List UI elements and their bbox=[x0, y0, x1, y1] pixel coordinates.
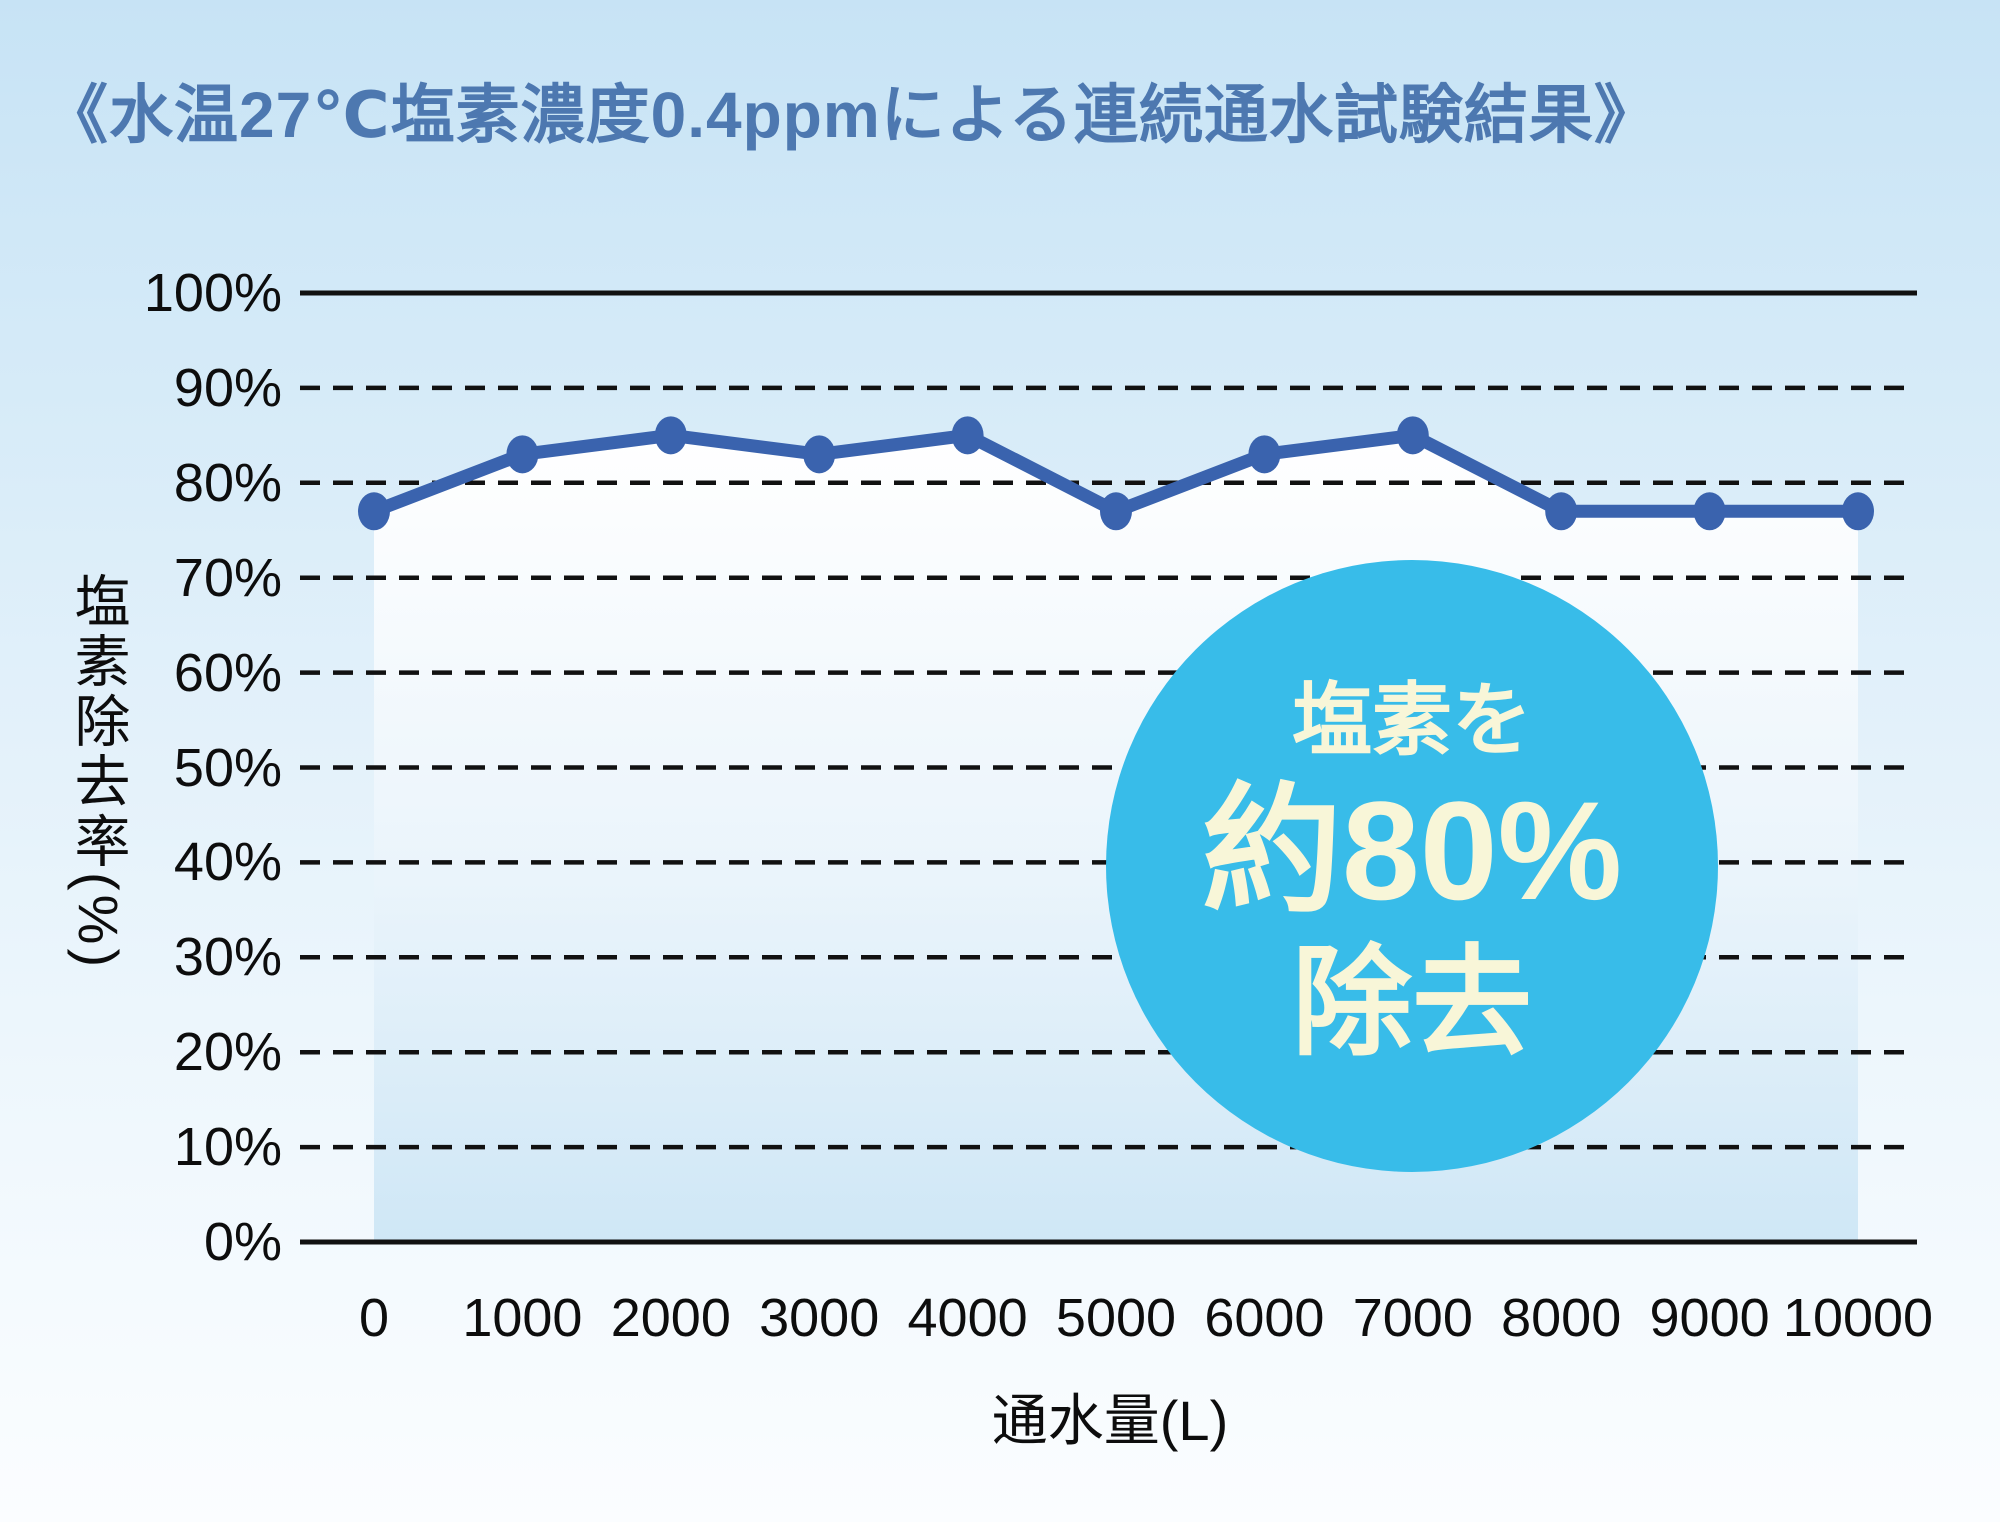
data-point bbox=[1693, 492, 1726, 531]
x-tick-label: 4000 bbox=[907, 1288, 1028, 1348]
y-tick-label: 50% bbox=[173, 737, 282, 798]
x-tick-label: 1000 bbox=[462, 1288, 583, 1348]
x-tick-label: 8000 bbox=[1501, 1288, 1622, 1348]
y-tick-label: 20% bbox=[173, 1022, 282, 1083]
x-tick-label: 7000 bbox=[1352, 1288, 1473, 1348]
x-tick-label: 3000 bbox=[759, 1288, 880, 1348]
x-tick-label: 0 bbox=[358, 1288, 390, 1348]
data-point bbox=[1545, 492, 1578, 531]
data-point bbox=[506, 435, 539, 474]
y-tick-label: 40% bbox=[173, 832, 282, 893]
x-axis-label: 通水量(L) bbox=[991, 1389, 1229, 1452]
badge-annotation: 塩素を 約80% 除去 bbox=[1201, 676, 1623, 1070]
data-point bbox=[951, 416, 984, 455]
y-tick-label: 90% bbox=[173, 357, 282, 418]
data-point bbox=[1100, 492, 1132, 531]
y-axis-label: 塩素除去率(%) bbox=[67, 572, 130, 972]
chart-title: 《水温27℃塩素濃度0.4ppmによる連続通水試験結果》 bbox=[44, 79, 1659, 151]
y-tick-label: 30% bbox=[173, 927, 282, 988]
x-tick-label: 10000 bbox=[1782, 1288, 1934, 1348]
y-tick-label: 0% bbox=[203, 1212, 282, 1272]
data-point bbox=[803, 435, 836, 474]
x-tick-label: 5000 bbox=[1055, 1288, 1177, 1348]
y-tick-label: 60% bbox=[173, 642, 282, 703]
data-point bbox=[1248, 435, 1281, 474]
x-tick-label: 9000 bbox=[1649, 1288, 1770, 1348]
y-tick-label: 80% bbox=[173, 452, 282, 513]
badge-line-2: 約80% bbox=[1201, 772, 1623, 929]
badge-line-1: 塩素を bbox=[1292, 676, 1532, 765]
data-point bbox=[1396, 416, 1429, 455]
badge-circle bbox=[1106, 560, 1718, 1172]
badge-line-3: 除去 bbox=[1292, 936, 1532, 1070]
x-tick-label: 6000 bbox=[1204, 1288, 1325, 1348]
y-tick-label: 70% bbox=[173, 547, 282, 608]
x-tick-label: 2000 bbox=[610, 1288, 731, 1348]
y-tick-label: 100% bbox=[143, 263, 282, 323]
data-point bbox=[358, 492, 390, 531]
y-tick-label: 10% bbox=[173, 1117, 282, 1178]
data-point bbox=[1842, 492, 1874, 531]
data-point bbox=[654, 416, 687, 455]
